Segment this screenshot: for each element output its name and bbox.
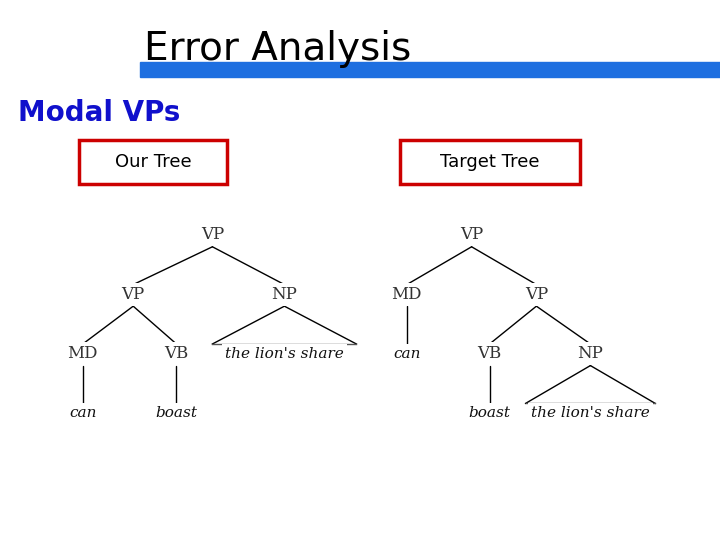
Text: the lion's share: the lion's share <box>225 347 343 361</box>
Text: MD: MD <box>68 345 98 362</box>
FancyBboxPatch shape <box>400 140 580 184</box>
Text: boast: boast <box>156 406 197 420</box>
Text: VP: VP <box>122 286 145 303</box>
Text: Target Tree: Target Tree <box>440 153 539 171</box>
Text: MD: MD <box>392 286 422 303</box>
Text: VP: VP <box>460 226 483 244</box>
Text: can: can <box>69 406 96 420</box>
Text: boast: boast <box>469 406 510 420</box>
Text: the lion's share: the lion's share <box>531 406 649 420</box>
Text: Our Tree: Our Tree <box>114 153 192 171</box>
Text: VB: VB <box>164 345 189 362</box>
Text: can: can <box>393 347 420 361</box>
Text: VP: VP <box>201 226 224 244</box>
Text: VB: VB <box>477 345 502 362</box>
Text: Error Analysis: Error Analysis <box>144 30 411 68</box>
Text: VP: VP <box>525 286 548 303</box>
Bar <box>140 62 720 77</box>
FancyBboxPatch shape <box>79 140 227 184</box>
Text: NP: NP <box>577 345 603 362</box>
Text: NP: NP <box>271 286 297 303</box>
Text: Modal VPs: Modal VPs <box>18 99 181 127</box>
